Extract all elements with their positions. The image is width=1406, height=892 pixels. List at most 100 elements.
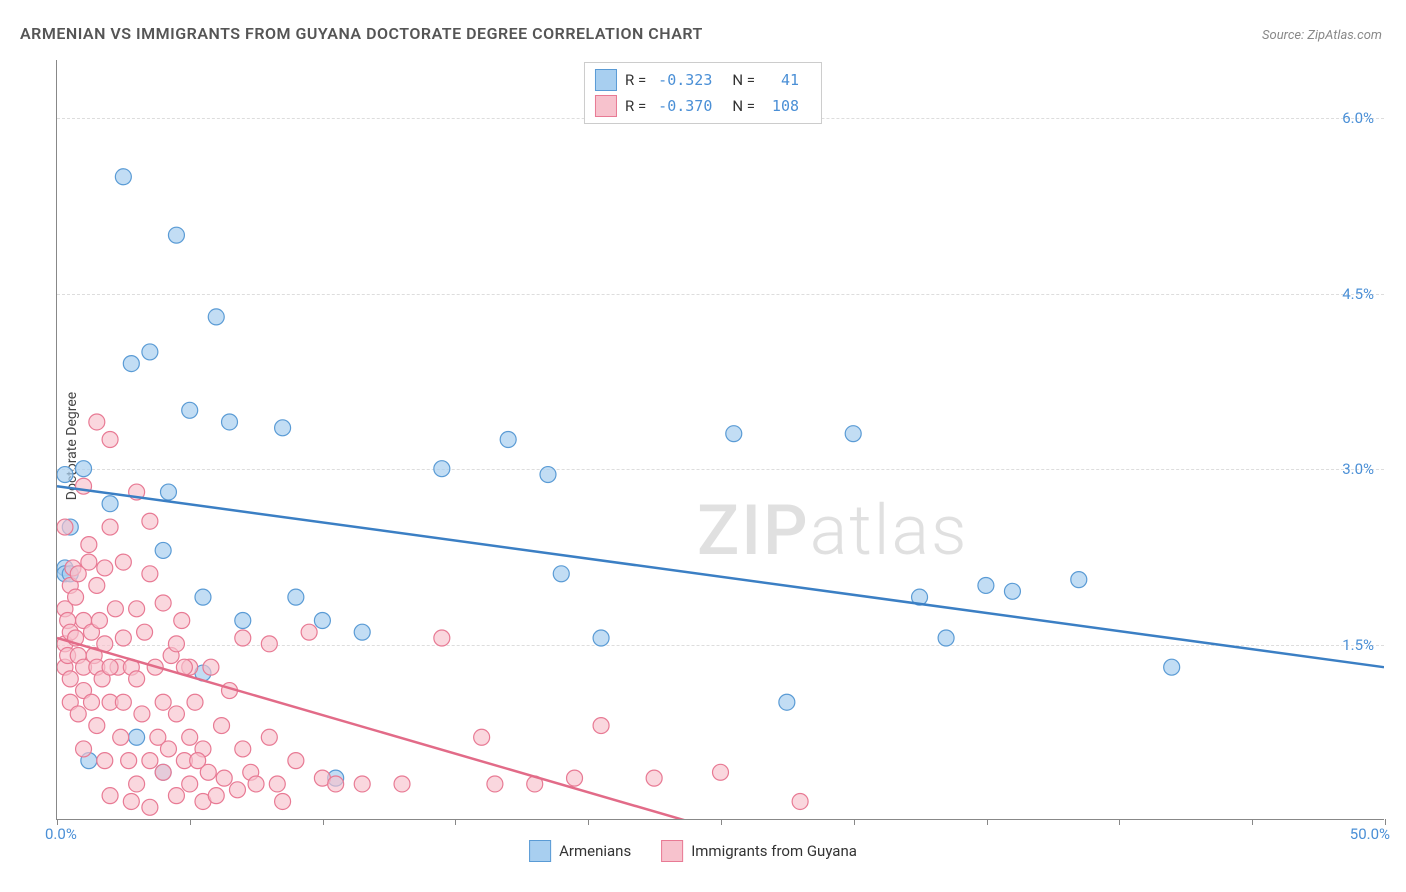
data-point bbox=[123, 793, 139, 809]
trend-line bbox=[57, 486, 1384, 667]
data-point bbox=[68, 589, 84, 605]
data-point bbox=[57, 519, 73, 535]
data-point bbox=[62, 671, 78, 687]
data-point bbox=[222, 414, 238, 430]
data-point bbox=[129, 671, 145, 687]
data-point bbox=[115, 554, 131, 570]
data-point bbox=[235, 741, 251, 757]
data-point bbox=[208, 309, 224, 325]
data-point bbox=[160, 484, 176, 500]
data-point bbox=[553, 566, 569, 582]
data-point bbox=[81, 537, 97, 553]
x-tick bbox=[455, 819, 456, 825]
data-point bbox=[216, 770, 232, 786]
data-point bbox=[261, 636, 277, 652]
data-point bbox=[123, 356, 139, 372]
data-point bbox=[142, 344, 158, 360]
data-point bbox=[89, 414, 105, 430]
data-point bbox=[134, 706, 150, 722]
data-point bbox=[182, 729, 198, 745]
x-tick bbox=[190, 819, 191, 825]
data-point bbox=[155, 764, 171, 780]
data-point bbox=[288, 753, 304, 769]
data-point bbox=[84, 694, 100, 710]
correlation-legend: R = -0.323 N = 41 R = -0.370 N = 108 bbox=[584, 62, 822, 124]
x-tick bbox=[987, 819, 988, 825]
x-axis-min-label: 0.0% bbox=[45, 825, 77, 843]
data-point bbox=[354, 776, 370, 792]
legend-row-guyana: R = -0.370 N = 108 bbox=[595, 93, 811, 119]
data-point bbox=[155, 542, 171, 558]
data-point bbox=[182, 776, 198, 792]
source-attribution: Source: ZipAtlas.com bbox=[1262, 28, 1382, 43]
data-point bbox=[394, 776, 410, 792]
data-point bbox=[593, 718, 609, 734]
data-point bbox=[487, 776, 503, 792]
x-tick bbox=[854, 819, 855, 825]
plot-area: ZIPatlas 1.5%3.0%4.5%6.0% 0.0% 50.0% bbox=[56, 60, 1384, 820]
data-point bbox=[261, 729, 277, 745]
data-point bbox=[102, 519, 118, 535]
data-point bbox=[70, 706, 86, 722]
data-point bbox=[195, 589, 211, 605]
data-point bbox=[107, 601, 123, 617]
data-point bbox=[142, 799, 158, 815]
x-tick bbox=[323, 819, 324, 825]
data-point bbox=[137, 624, 153, 640]
data-point bbox=[155, 595, 171, 611]
data-point bbox=[102, 659, 118, 675]
data-point bbox=[938, 630, 954, 646]
data-point bbox=[113, 729, 129, 745]
data-point bbox=[142, 513, 158, 529]
data-point bbox=[1071, 572, 1087, 588]
data-point bbox=[57, 467, 73, 483]
data-point bbox=[214, 718, 230, 734]
data-point bbox=[142, 566, 158, 582]
data-point bbox=[235, 613, 251, 629]
data-point bbox=[115, 169, 131, 185]
data-point bbox=[434, 630, 450, 646]
data-point bbox=[129, 729, 145, 745]
data-point bbox=[76, 461, 92, 477]
data-point bbox=[142, 753, 158, 769]
data-point bbox=[97, 753, 113, 769]
data-point bbox=[168, 227, 184, 243]
data-point bbox=[978, 577, 994, 593]
data-point bbox=[187, 694, 203, 710]
data-point bbox=[275, 793, 291, 809]
data-point bbox=[102, 432, 118, 448]
data-point bbox=[168, 636, 184, 652]
data-point bbox=[129, 776, 145, 792]
data-point bbox=[91, 613, 107, 629]
chart-title: ARMENIAN VS IMMIGRANTS FROM GUYANA DOCTO… bbox=[20, 24, 703, 43]
legend-item-armenians: Armenians bbox=[529, 840, 631, 862]
legend-row-armenians: R = -0.323 N = 41 bbox=[595, 67, 811, 93]
data-point bbox=[89, 718, 105, 734]
legend-item-guyana: Immigrants from Guyana bbox=[661, 840, 857, 862]
data-point bbox=[168, 706, 184, 722]
x-tick bbox=[1119, 819, 1120, 825]
data-point bbox=[593, 630, 609, 646]
data-point bbox=[1164, 659, 1180, 675]
swatch-guyana-icon bbox=[661, 840, 683, 862]
data-point bbox=[89, 577, 105, 593]
data-point bbox=[434, 461, 450, 477]
data-point bbox=[160, 741, 176, 757]
data-point bbox=[646, 770, 662, 786]
data-point bbox=[97, 560, 113, 576]
swatch-armenians-icon bbox=[529, 840, 551, 862]
data-point bbox=[269, 776, 285, 792]
data-point bbox=[102, 496, 118, 512]
data-point bbox=[314, 613, 330, 629]
data-point bbox=[168, 788, 184, 804]
data-point bbox=[174, 613, 190, 629]
data-point bbox=[129, 601, 145, 617]
data-point bbox=[70, 566, 86, 582]
data-point bbox=[208, 788, 224, 804]
swatch-armenians bbox=[595, 69, 617, 91]
data-point bbox=[779, 694, 795, 710]
data-point bbox=[76, 741, 92, 757]
data-point bbox=[288, 589, 304, 605]
plot-svg bbox=[57, 60, 1384, 819]
data-point bbox=[121, 753, 137, 769]
